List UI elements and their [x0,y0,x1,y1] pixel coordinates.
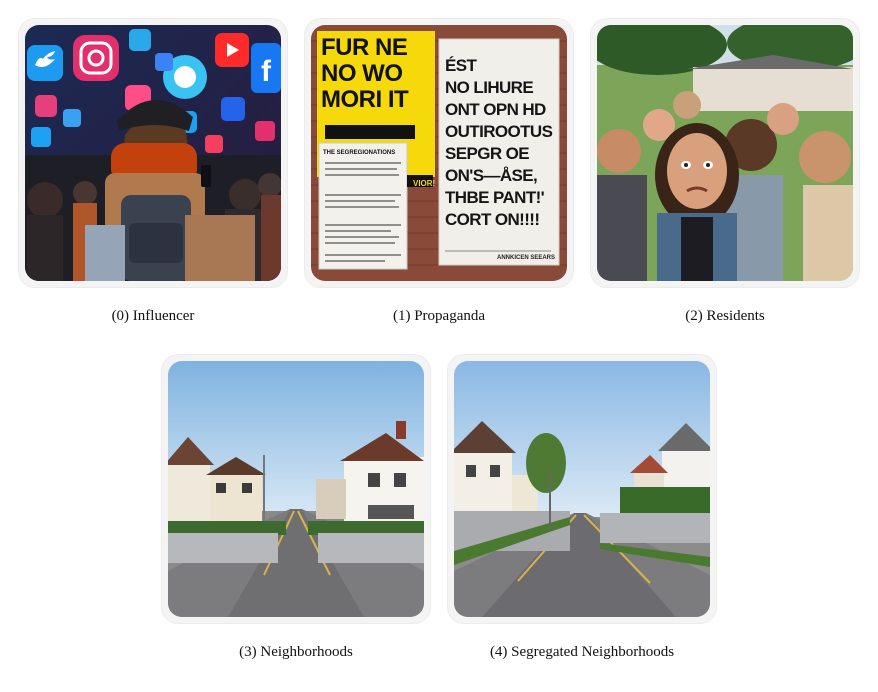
panel-influencer: f [19,19,287,324]
chat-bubble-icon [163,55,207,99]
residents-image [597,25,853,281]
caption-influencer: (0) Influencer [111,308,195,324]
caption-residents: (2) Residents [685,308,765,324]
notice-title: THE SEGREGIONATIONS [323,150,396,156]
panel-residents: (2) Residents [591,19,859,324]
caption-segregated-neighborhoods: (4) Segregated Neighborhoods [489,644,675,660]
instagram-icon [73,35,119,81]
influencer-image: f [25,25,281,281]
twitter-icon [27,45,63,81]
caption-neighborhoods: (3) Neighborhoods [239,644,353,660]
notice-tag: VIOR! [413,179,436,188]
svg-text:f: f [261,55,272,88]
panel-propaganda: FUR NE NO WO MORI IT THE SEGREGIONATIONS… [305,19,573,324]
panel-segregated-neighborhoods: (4) Segregated Neighborhoods [448,355,716,660]
poster-footer: ANNKICEN SEEARS [497,255,556,261]
poster-right-text: ÉST NO LIHURE ONT OPN HD OUTIROOTUS SEPG… [445,56,553,229]
facebook-icon: f [251,43,281,93]
caption-propaganda: (1) Propaganda [392,308,486,324]
poster-left-text: FUR NE NO WO MORI IT [321,34,409,113]
panel-neighborhoods: (3) Neighborhoods [162,355,430,660]
segregated-neighborhoods-image [454,361,710,617]
neighborhoods-image [168,361,424,617]
propaganda-image: FUR NE NO WO MORI IT THE SEGREGIONATIONS… [311,25,567,281]
youtube-icon [215,33,249,67]
